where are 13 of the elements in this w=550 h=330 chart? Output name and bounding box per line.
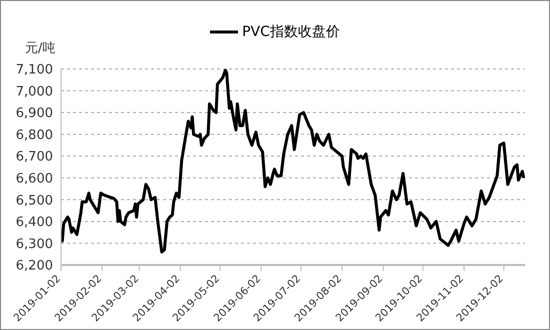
y-tick-label: 6,700	[16, 150, 53, 165]
y-axis-title: 元/吨	[25, 40, 56, 57]
y-tick-label: 6,600	[16, 172, 53, 187]
y-tick-label: 7,100	[16, 62, 53, 78]
y-tick-label: 6,800	[16, 128, 53, 143]
y-tick-label: 6,400	[16, 215, 53, 230]
legend-label: PVC指数收盘价	[242, 23, 340, 41]
line-series	[61, 69, 525, 254]
y-tick-label: 6,200	[16, 258, 53, 274]
y-tick-label: 6,900	[16, 106, 53, 122]
y-tick-label: 6,500	[16, 193, 53, 208]
y-tick-label: 7,000	[16, 84, 53, 100]
y-tick-label: 6,300	[16, 236, 53, 252]
